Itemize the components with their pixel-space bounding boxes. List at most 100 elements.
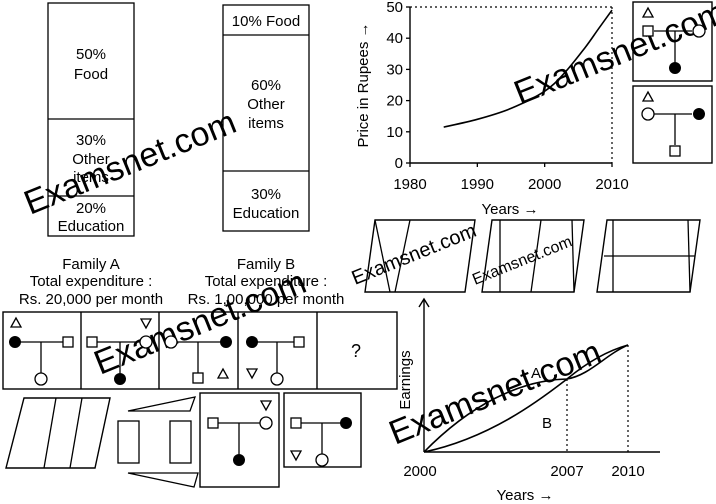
family-a-title: Family A [62, 256, 120, 273]
circle-icon [259, 416, 273, 430]
square-icon [642, 25, 654, 37]
parallelogram-line [571, 219, 575, 293]
family-b-bar-frame [222, 4, 310, 232]
earnings-series-a [423, 344, 629, 453]
filled-circle-icon [693, 108, 705, 120]
family-a-education-percent: 20% [76, 200, 106, 217]
watermark: Examsnet.com [19, 103, 242, 222]
symbol-box-mid-right [632, 85, 713, 164]
family-b-other-percent: 60% [251, 77, 281, 94]
price-series-line [443, 9, 613, 128]
series-b-label: B [542, 415, 552, 432]
sequence-cell-4 [245, 336, 305, 386]
family-b-food-label: 10% Food [232, 13, 300, 30]
square-icon [86, 336, 98, 348]
earnings-tick-label: 2010 [611, 463, 644, 480]
circle-icon [641, 107, 655, 121]
square-icon [290, 417, 302, 429]
triangle-piece [127, 472, 199, 488]
symbol-box-frame [632, 1, 713, 82]
price-y-tick-label: 0 [395, 155, 403, 172]
symbol-sequence-row: ? [2, 311, 398, 390]
price-ticks: 0 10 20 30 40 50 1980 1990 2000 2010 [386, 0, 628, 193]
price-x-tick-label: 2010 [595, 176, 628, 193]
sequence-frame [2, 311, 398, 390]
filled-circle-icon [220, 336, 232, 348]
parallelogram-line [43, 397, 57, 469]
sequence-cell-3 [164, 335, 232, 384]
price-y-tick-label: 50 [386, 0, 403, 16]
parallelogram-shape [364, 219, 476, 293]
triangle-icon [641, 90, 655, 102]
family-b-education-label: Education [233, 205, 300, 222]
price-y-tick-label: 10 [386, 124, 403, 141]
parallelogram-line [394, 219, 411, 293]
family-a-food-percent: 50% [76, 46, 106, 63]
rectangle-piece [117, 420, 140, 464]
watermark: Examsnet.com [384, 333, 607, 452]
family-b-caption: Family B Total expenditure : Rs. 1,00,00… [188, 256, 345, 308]
square-icon [669, 145, 681, 157]
triangle-icon [216, 367, 230, 379]
parallelogram-shape [5, 397, 111, 469]
price-x-tick-label: 2000 [528, 176, 561, 193]
filled-circle-icon [340, 417, 352, 429]
price-x-axis-title: Years → [482, 201, 539, 218]
price-y-tick-label: 30 [386, 61, 403, 78]
parallelogram-figure-3 [596, 219, 701, 293]
square-icon [192, 372, 204, 384]
parallelogram-figure-1 [364, 219, 476, 293]
price-y-axis-title: Price in Rupees → [355, 22, 372, 147]
circle-icon [34, 372, 48, 386]
watermark: Examsnet.com [349, 220, 480, 290]
circle-icon [692, 24, 706, 38]
family-a-total-label: Total expenditure : [30, 273, 153, 290]
family-a-food-label: Food [74, 66, 108, 83]
earnings-chart: Earnings A B 2000 2007 2010 Years → [397, 297, 660, 504]
triangle-icon [9, 316, 23, 328]
missing-figure-question-mark: ? [351, 341, 361, 361]
square-icon [207, 417, 219, 429]
triangle-down-icon [289, 450, 303, 462]
answer-box-left [199, 392, 280, 488]
sequence-cell-1 [9, 316, 74, 386]
price-x-tick-label: 1980 [393, 176, 426, 193]
symbol-box-frame [632, 85, 713, 164]
symbol-box-top-right [632, 1, 713, 82]
triangle-down-icon [259, 400, 273, 412]
parallelogram-line [530, 219, 542, 293]
circle-icon [270, 372, 284, 386]
family-b-total-value: Rs. 1,00,000 per month [188, 291, 345, 308]
parallelogram-line [374, 219, 391, 293]
price-y-tick-label: 20 [386, 93, 403, 110]
answer-box-right [283, 392, 362, 468]
earnings-y-axis-title: Earnings [397, 350, 414, 409]
family-a-caption: Family A Total expenditure : Rs. 20,000 … [19, 256, 163, 308]
answer-box-frame [199, 392, 280, 488]
family-a-other-percent: 30% [76, 132, 106, 149]
family-b-title: Family B [237, 256, 295, 273]
earnings-series-b [423, 344, 629, 453]
loose-pieces [117, 396, 199, 488]
family-a-bar: 50% Food 30% Other items 20% Education [47, 2, 135, 237]
family-a-total-value: Rs. 20,000 per month [19, 291, 163, 308]
rectangle-piece [169, 420, 192, 464]
triangle-down-icon [139, 318, 153, 330]
family-a-other-label: items [73, 169, 109, 186]
square-icon [293, 336, 305, 348]
triangle-down-icon [245, 368, 259, 380]
parallelogram-figure-2 [481, 219, 585, 293]
family-b-total-label: Total expenditure : [205, 273, 328, 290]
answer-box-frame [283, 392, 362, 468]
earnings-tick-label: 2000 [403, 463, 436, 480]
filled-circle-icon [669, 62, 681, 74]
family-b-other-label: items [248, 115, 284, 132]
family-b-other-label: Other [247, 96, 285, 113]
circle-icon [164, 335, 178, 349]
family-a-education-label: Education [58, 218, 125, 235]
filled-circle-icon [114, 373, 126, 385]
earnings-tick-label: 2007 [550, 463, 583, 480]
triangle-icon [641, 6, 655, 18]
family-b-education-percent: 30% [251, 186, 281, 203]
